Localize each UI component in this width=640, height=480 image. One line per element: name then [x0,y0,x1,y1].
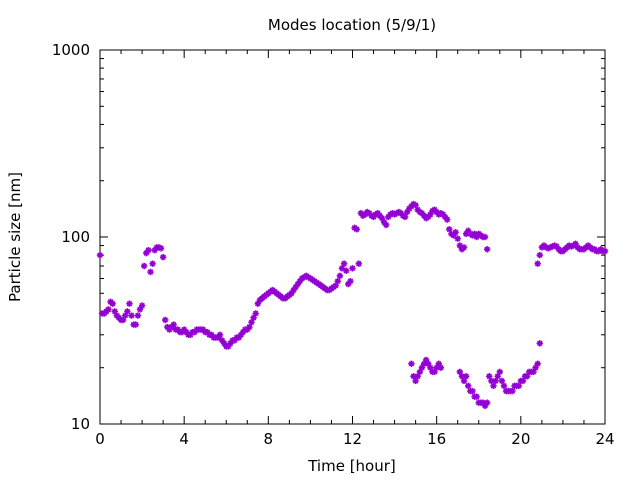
data-point [109,300,116,307]
data-point [162,316,169,324]
x-tick-labels: 0 4 8 12 16 20 24 [95,430,614,448]
data-point [342,267,350,274]
data-point [465,382,472,390]
data-point [149,260,156,267]
y-tick-labels: 10 100 1000 [52,41,90,433]
y-tick-label: 100 [61,228,90,246]
data-point [534,260,541,267]
data-point [124,308,131,315]
data-point [452,229,459,236]
data-point [140,262,148,270]
data-point [536,340,543,347]
data-point [128,312,135,319]
data-point [96,251,104,259]
data-point [418,364,426,371]
data-point [126,300,133,307]
plot-frame [99,49,606,425]
x-tick-label: 4 [179,430,189,448]
chart-title: Modes location (5/9/1) [268,16,436,34]
data-point [134,312,142,319]
x-tick-label: 24 [595,430,614,448]
data-point [401,213,409,221]
data-point [147,268,154,276]
data-point [473,393,480,400]
data-point [252,310,259,317]
data-point [349,265,356,272]
y-tick-label: 10 [71,415,90,433]
data-point [408,360,415,367]
data-points [96,200,609,410]
data-point [519,377,527,385]
data-point [157,245,165,252]
data-point [340,260,348,267]
data-point [601,247,609,255]
data-point [336,272,344,280]
data-point [496,368,503,376]
data-point [515,382,522,390]
x-axis-label: Time [hour] [307,457,396,475]
data-point [490,382,497,390]
data-point [536,251,543,259]
data-point [334,278,341,285]
data-point [443,216,451,223]
x-tick-label: 12 [343,430,362,448]
data-point [500,382,508,390]
data-point [534,360,541,367]
y-axis-label: Particle size [nm] [6,172,24,302]
data-point [416,368,424,376]
axis-ticks [99,49,606,425]
y-tick-label: 1000 [52,41,90,59]
data-point [347,278,354,285]
data-point [462,373,470,380]
data-point [498,377,506,385]
x-tick-label: 20 [511,430,530,448]
data-point [437,364,445,371]
data-point [159,253,167,261]
x-tick-label: 0 [95,430,105,448]
data-point [170,321,177,328]
data-point [353,226,360,233]
data-point [138,302,146,309]
data-point [246,323,253,331]
data-point [105,306,112,313]
x-tick-label: 16 [427,430,446,448]
data-point [481,233,489,241]
data-point [145,246,152,254]
data-point [132,321,139,328]
data-point [483,246,491,253]
x-tick-label: 8 [264,430,274,448]
data-point [483,399,491,406]
data-point [216,331,224,338]
data-point [509,387,516,395]
data-point [469,387,476,395]
data-point [355,260,363,267]
data-point [382,221,390,229]
data-point [454,235,461,242]
data-point [460,244,468,251]
